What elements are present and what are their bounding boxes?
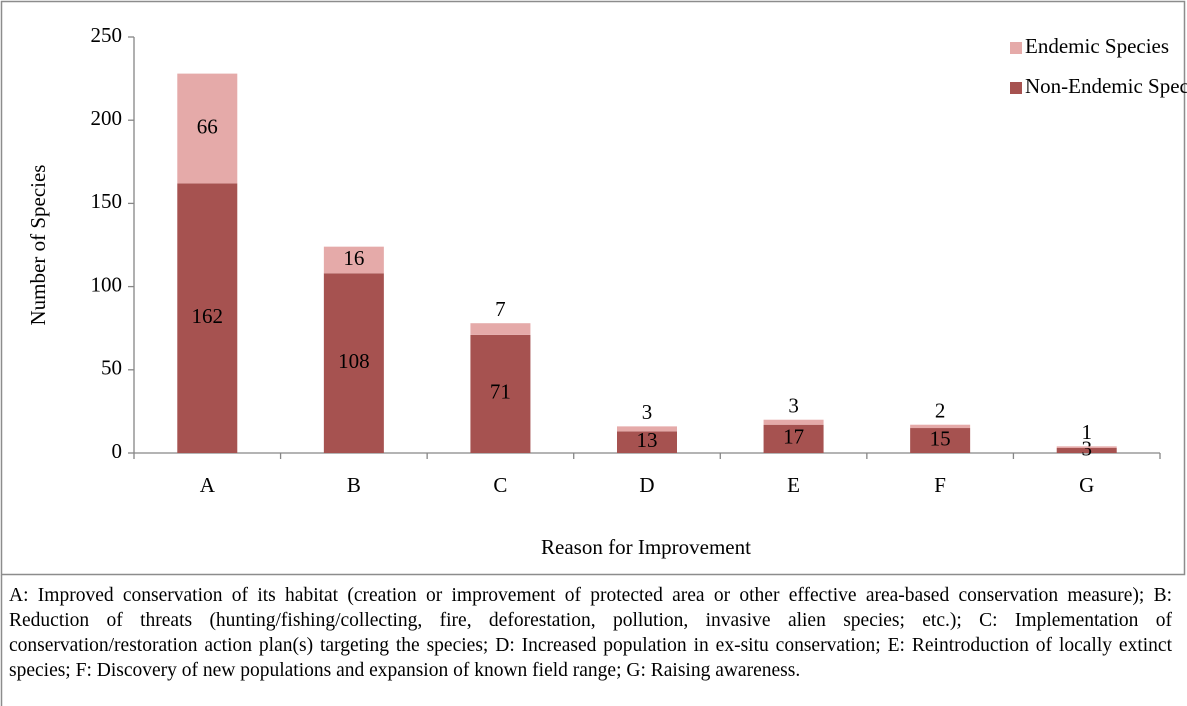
bar-segment xyxy=(1056,446,1117,449)
y-tick-label: 100 xyxy=(91,272,123,296)
data-label: 108 xyxy=(338,349,370,373)
frame xyxy=(0,0,1186,576)
bar-segment xyxy=(1056,448,1117,453)
x-tick-label: F xyxy=(934,473,946,497)
legend-label: Non-Endemic Species xyxy=(1025,74,1187,98)
data-label: 13 xyxy=(637,428,658,452)
data-label: 66 xyxy=(197,114,218,138)
data-label: 17 xyxy=(783,425,804,449)
x-tick-label: E xyxy=(787,473,800,497)
caption: A: Improved conservation of its habitat … xyxy=(9,585,1172,681)
data-label: 15 xyxy=(930,426,951,450)
bar-segment xyxy=(323,273,384,453)
y-tick-label: 250 xyxy=(91,23,123,47)
bar-segment xyxy=(470,334,531,453)
bar-segment xyxy=(177,73,238,184)
y-axis-label: Number of Species xyxy=(26,165,50,326)
legend-swatch xyxy=(1010,82,1022,94)
y-tick-label: 0 xyxy=(112,439,123,463)
data-label: 1 xyxy=(1081,420,1092,444)
bar-segment xyxy=(323,246,384,274)
data-label: 3 xyxy=(1081,436,1092,460)
y-tick-label: 200 xyxy=(91,106,123,130)
x-tick-label: A xyxy=(200,473,216,497)
bar-segment xyxy=(763,419,824,425)
data-label: 3 xyxy=(788,394,799,418)
bar-segment xyxy=(617,426,677,432)
bar-segment xyxy=(910,428,971,453)
x-tick-label: D xyxy=(639,473,654,497)
x-tick-label: G xyxy=(1079,473,1094,497)
bar-segment xyxy=(910,424,971,429)
data-label: 7 xyxy=(495,297,506,321)
bar-segment xyxy=(470,323,531,335)
data-label: 3 xyxy=(642,400,653,424)
x-axis-label: Reason for Improvement xyxy=(541,535,751,559)
data-label: 16 xyxy=(343,246,364,270)
bar-segment xyxy=(617,431,677,453)
bar-segment xyxy=(177,183,238,453)
legend-label: Endemic Species xyxy=(1025,34,1169,58)
legend-swatch xyxy=(1010,42,1022,54)
x-tick-label: B xyxy=(347,473,361,497)
y-tick-label: 150 xyxy=(91,189,123,213)
data-label: 2 xyxy=(935,399,946,423)
data-label: 162 xyxy=(192,304,224,328)
data-label: 71 xyxy=(490,380,511,404)
bar-segment xyxy=(763,424,824,453)
x-tick-label: C xyxy=(493,473,507,497)
y-tick-label: 50 xyxy=(101,356,122,380)
